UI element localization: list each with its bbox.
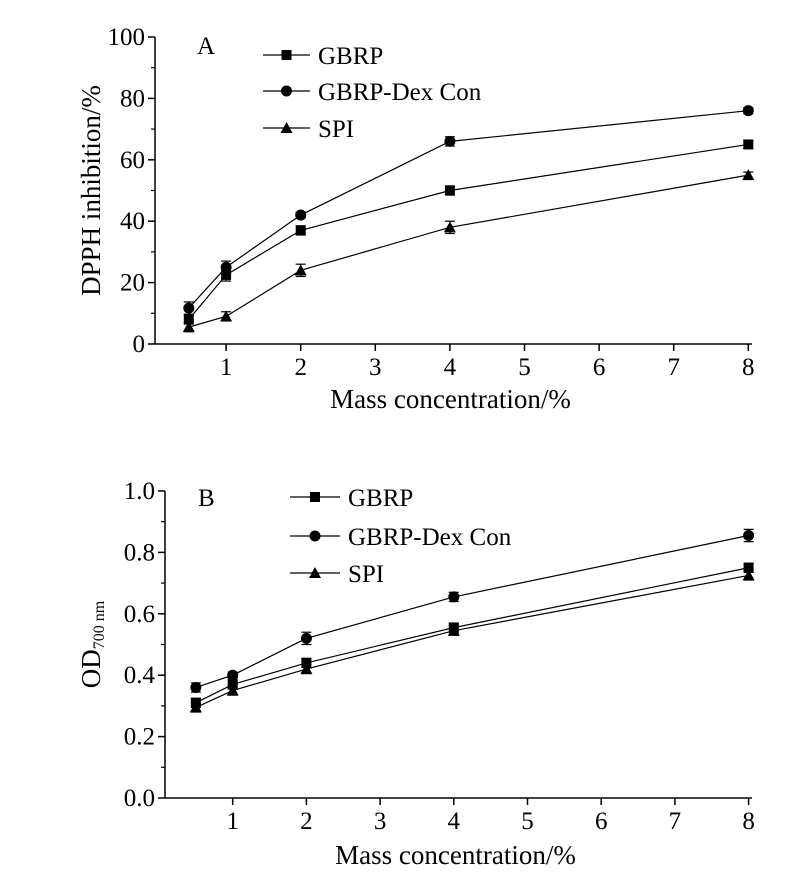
data-point — [300, 663, 313, 675]
legend-marker — [281, 50, 292, 60]
x-tick-label: 1 — [220, 354, 233, 381]
x-tick-label: 6 — [595, 808, 608, 835]
x-tick-label: 2 — [300, 808, 313, 835]
data-point — [742, 169, 755, 181]
data-point — [742, 569, 755, 581]
data-point — [220, 261, 232, 273]
y-tick-label: 40 — [120, 208, 145, 235]
series-line — [188, 143, 749, 320]
y-tick-label: 20 — [120, 270, 145, 297]
series-GBRP — [190, 562, 754, 709]
data-point — [448, 591, 460, 603]
data-point — [443, 221, 456, 233]
legend-marker — [309, 567, 321, 578]
series-GBRP — [183, 139, 754, 325]
y-tick-label: 0.4 — [124, 662, 156, 689]
series-SPI — [189, 569, 755, 713]
series-GBRP-Dex Con — [190, 528, 755, 693]
x-tick-label: 2 — [294, 354, 307, 381]
legend-item: GBRP — [263, 43, 383, 70]
x-tick-label: 3 — [369, 354, 382, 381]
legend-marker — [280, 122, 293, 133]
series-line — [195, 574, 749, 708]
chart-panel-B: 0.0 0.2 0.4 0.6 0.8 1.0 1 2 3 4 5 6 7 8 Mass concentra… — [76, 478, 755, 870]
series-SPI — [182, 169, 755, 333]
legend-label: GBRP-Dex Con — [348, 524, 512, 551]
data-point — [221, 269, 232, 280]
x-tick-label: 1 — [226, 808, 239, 835]
series-line — [188, 110, 749, 309]
data-point — [189, 701, 202, 713]
data-point — [743, 562, 754, 573]
x-tick-label: 8 — [742, 354, 755, 381]
panel-label: B — [198, 485, 215, 512]
data-point — [190, 681, 202, 693]
data-point — [226, 684, 239, 696]
x-tick-label: 6 — [593, 354, 606, 381]
y-tick-label: 60 — [120, 147, 145, 174]
y-axis-label: DPPH inhibition/% — [76, 85, 106, 296]
data-point — [183, 302, 195, 314]
data-point — [743, 530, 755, 542]
legend-marker — [310, 492, 320, 502]
x-tick-label: 5 — [518, 354, 531, 381]
y-tick-label: 1.0 — [124, 478, 155, 505]
legend-label: SPI — [348, 561, 384, 588]
y-tick-label: 80 — [120, 85, 145, 112]
legend-item: GBRP — [290, 485, 413, 512]
y-axis-label-subscript: 700 nm — [91, 600, 108, 649]
x-tick-label: 8 — [742, 808, 755, 835]
x-axis-label: Mass concentration/% — [330, 384, 571, 414]
x-tick-label: 7 — [667, 354, 680, 381]
x-axis-label: Mass concentration/% — [335, 840, 576, 870]
data-point — [183, 314, 194, 325]
data-point — [227, 679, 238, 690]
legend-item: SPI — [290, 561, 384, 588]
data-point — [294, 264, 307, 276]
data-point — [743, 139, 754, 150]
x-tick-label: 4 — [448, 808, 461, 835]
x-tick-label: 3 — [374, 808, 387, 835]
series-line — [195, 534, 749, 689]
y-tick-label: 0.8 — [124, 539, 155, 566]
y-axis-label: OD700 nm — [76, 600, 108, 688]
legend-item: SPI — [263, 116, 354, 143]
legend-label: SPI — [318, 116, 354, 143]
data-point — [182, 321, 195, 333]
data-point — [227, 669, 239, 681]
y-tick-label: 0.0 — [124, 785, 155, 812]
legend-marker — [309, 530, 321, 542]
y-tick-label: 0 — [133, 331, 146, 358]
data-point — [295, 209, 307, 221]
data-point — [447, 624, 460, 636]
data-point — [444, 135, 456, 147]
legend-label: GBRP — [348, 485, 413, 512]
data-point — [220, 310, 233, 322]
series-line — [188, 174, 749, 328]
panel-label: A — [197, 33, 215, 60]
x-tick-label: 4 — [444, 354, 457, 381]
legend-label: GBRP-Dex Con — [318, 79, 482, 106]
legend-label: GBRP — [318, 43, 383, 70]
series-line — [195, 567, 749, 704]
y-tick-label: 0.2 — [124, 724, 155, 751]
data-point — [742, 105, 754, 117]
chart-panel-A: 0 20 40 60 80 100 1 2 3 4 5 6 7 8 Mass concentration/%… — [76, 24, 755, 414]
data-point — [301, 657, 312, 668]
data-point — [444, 185, 455, 196]
y-tick-label: 0.6 — [124, 601, 155, 628]
data-point — [295, 225, 306, 236]
y-tick-label: 100 — [108, 24, 146, 51]
data-point — [300, 632, 312, 644]
legend-marker — [281, 85, 292, 97]
legend-item: GBRP-Dex Con — [290, 524, 512, 551]
series-GBRP-Dex Con — [183, 105, 754, 315]
x-tick-label: 7 — [669, 808, 682, 835]
x-tick-label: 5 — [521, 808, 534, 835]
legend-item: GBRP-Dex Con — [263, 79, 482, 106]
